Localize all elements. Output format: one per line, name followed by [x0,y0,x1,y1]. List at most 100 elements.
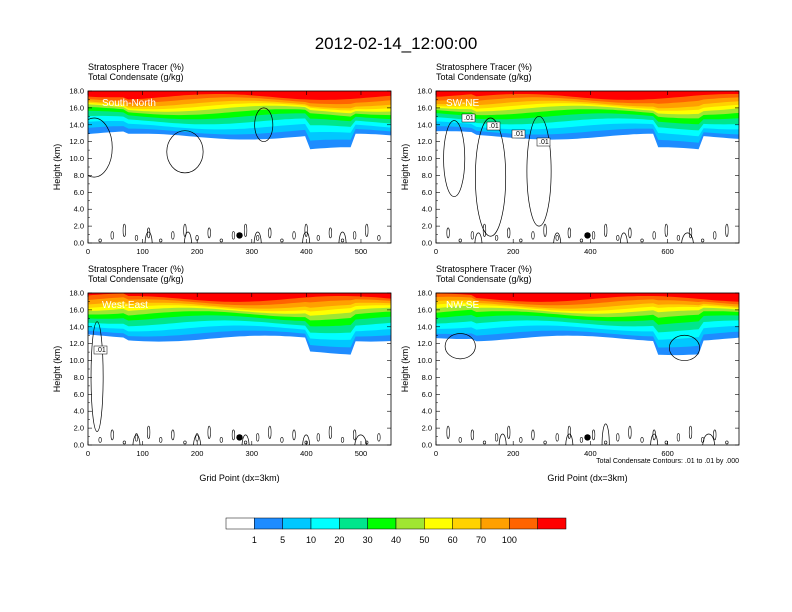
condensate-contour [338,231,347,243]
x-tick-label: 200 [507,247,520,256]
panel-label: West-East [102,300,148,311]
x-tick-label: 400 [584,247,597,256]
colorbar-swatch [480,517,510,530]
y-tick-label: 6.0 [422,188,432,197]
figure-title: 2012-02-14_12:00:00 [315,34,478,53]
condensate-contour [144,231,153,243]
x-tick-label: 100 [136,449,149,458]
condensate-contour [668,334,700,361]
contour-label-box [461,113,476,123]
condensate-contour [565,433,574,445]
contour-label: .01 [514,131,524,138]
condensate-contour [243,440,248,445]
condensate-contour [340,437,345,443]
condensate-contour [171,231,175,240]
condensate-contour [292,231,296,240]
condensate-contour [193,434,201,445]
x-tick-label: 400 [300,449,313,458]
colorbar-label: 50 [419,535,429,545]
y-tick-label: 12.0 [417,137,432,146]
condensate-contour [353,429,357,441]
plot-area [436,293,739,445]
y-tick-label: 4.0 [422,205,432,214]
condensate-contour [474,232,483,243]
panel-label: SW-NE [446,98,479,109]
condensate-contour [519,238,523,243]
y-tick-label: 8.0 [74,373,84,382]
y-tick-label: 18.0 [417,87,432,96]
condensate-contour [98,238,102,243]
condensate-contour [725,223,729,237]
condensate-contour [231,231,236,240]
condensate-contour [701,437,705,443]
condensate-contour [328,227,333,239]
panel-south-north: Stratosphere Tracer (%)Total Condensate … [52,62,392,256]
condensate-contour [475,117,507,237]
y-tick-label: 12.0 [417,339,432,348]
condensate-contour [495,235,499,241]
condensate-contour [470,231,474,240]
x-tick-label: 400 [584,449,597,458]
panel-label: South-North [102,98,156,109]
colorbar-swatch [452,517,482,530]
colorbar-label: 100 [502,535,517,545]
y-tick-label: 12.0 [69,339,84,348]
colorbar-label: 70 [476,535,486,545]
condensate-contour [132,434,141,445]
condensate-contour [256,235,260,241]
condensate-contour [219,238,223,243]
condensate-contour [147,425,151,439]
contour-note: Total Condensate Contours: .01 to .01 by… [596,458,739,465]
condensate-contour [302,434,311,445]
condensate-contour [652,231,656,240]
condensate-contour [531,231,535,240]
tracer-band [88,293,391,302]
x-axis-label: Grid Point (dx=3km) [547,473,627,483]
y-tick-label: 18.0 [69,87,84,96]
colorbar-label: 60 [448,535,458,545]
colorbar-label: 1 [252,535,257,545]
y-tick-label: 0.0 [74,239,84,248]
colorbar-label: 30 [363,535,373,545]
colorbar-swatch [509,517,538,530]
condensate-contour [241,434,250,445]
condensate-contour [231,429,236,441]
colorbar-swatch [424,517,453,530]
y-tick-label: 14.0 [417,120,432,129]
condensate-contour [443,120,466,197]
condensate-contour [365,223,369,237]
colorbar-swatch [254,517,283,530]
condensate-contour [579,238,584,243]
condensate-contour [354,434,367,445]
condensate-contour [316,433,320,442]
condensate-contour [110,231,114,240]
colorbar-swatch [310,517,340,530]
panel-field-1: Stratosphere Tracer (%) [436,264,532,274]
y-tick-label: 8.0 [74,171,84,180]
condensate-contour [316,235,320,241]
condensate-contour [328,425,333,439]
y-tick-label: 14.0 [69,322,84,331]
condensate-contour [555,235,559,241]
y-tick-label: 16.0 [417,103,432,112]
condensate-contour [122,440,126,445]
y-axis-label: Height (km) [400,346,410,393]
condensate-contour [604,440,608,445]
condensate-contour [664,223,668,237]
location-marker [236,232,243,239]
condensate-contour [183,223,187,237]
condensate-contour [340,238,345,243]
condensate-contour [555,433,559,442]
panel-field-1: Stratosphere Tracer (%) [88,264,184,274]
y-tick-label: 10.0 [417,356,432,365]
condensate-contour [526,115,552,227]
colorbar-swatch [339,517,368,530]
y-tick-label: 16.0 [69,103,84,112]
y-tick-label: 18.0 [417,289,432,298]
x-tick-label: 500 [355,449,368,458]
condensate-contour [640,437,644,443]
y-tick-label: 6.0 [74,390,84,399]
x-tick-label: 500 [355,247,368,256]
condensate-contour [243,223,248,237]
